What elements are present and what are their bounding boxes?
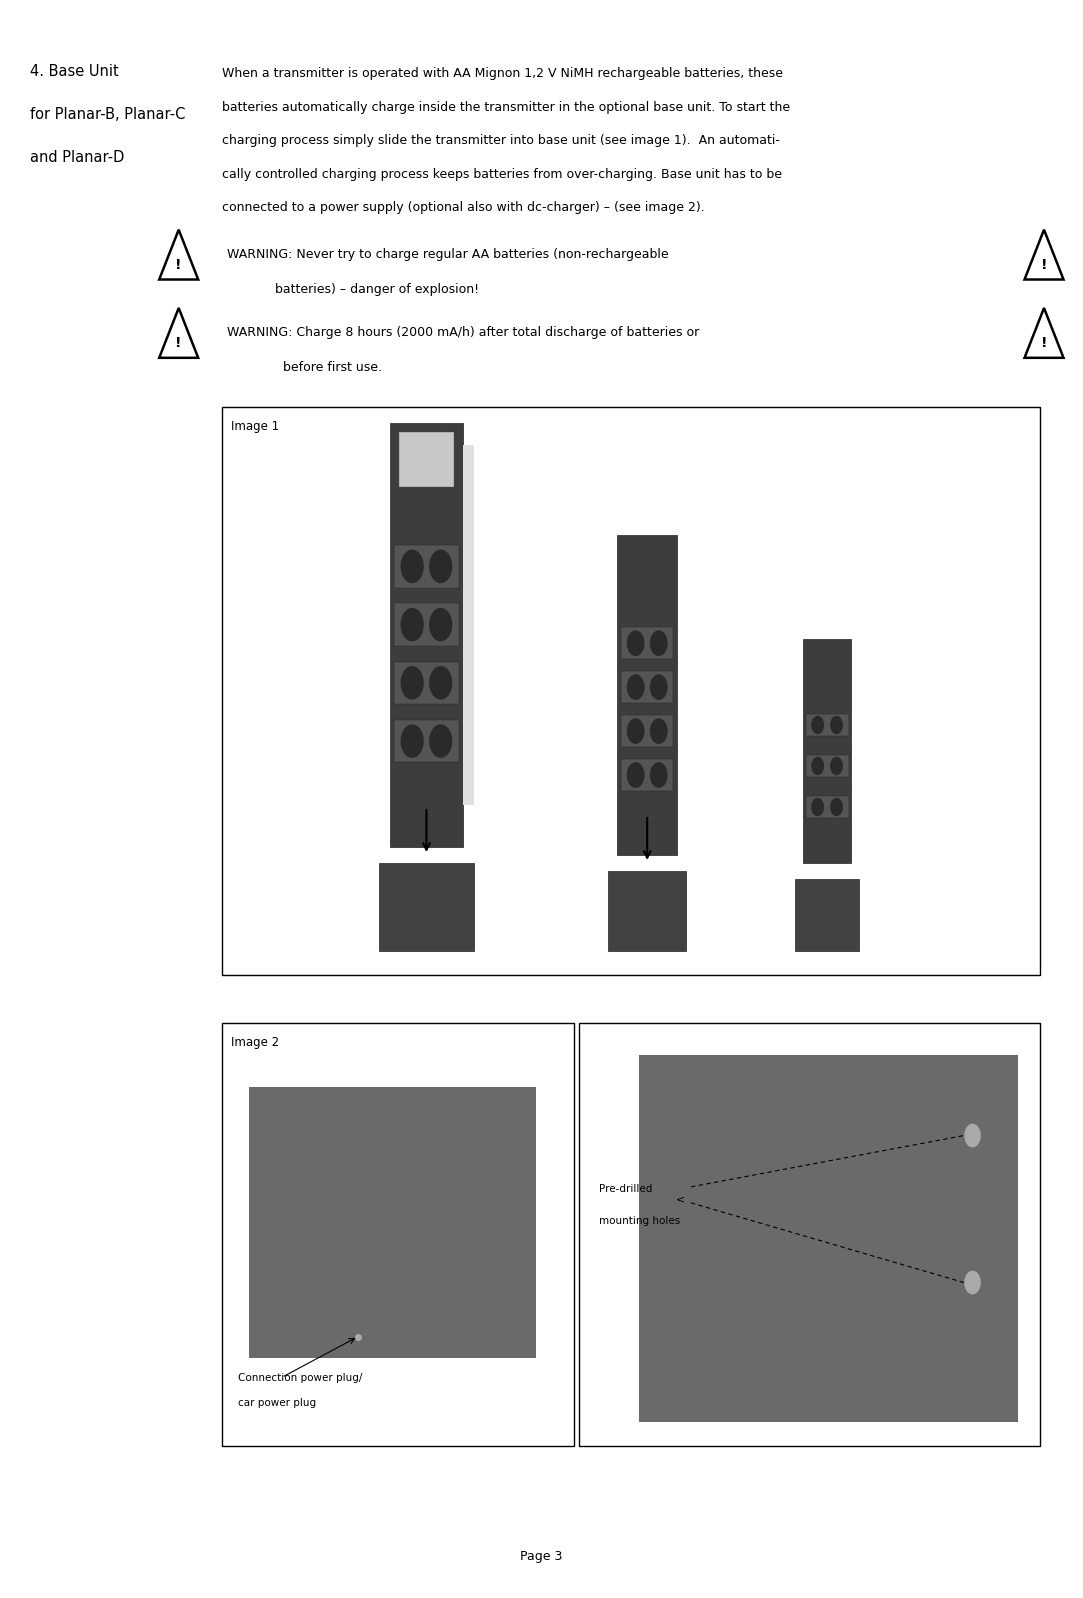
Text: car power plug: car power plug xyxy=(238,1398,316,1408)
Circle shape xyxy=(965,1125,980,1147)
Bar xyxy=(394,719,459,762)
Bar xyxy=(222,407,1040,975)
Bar xyxy=(394,604,459,646)
Circle shape xyxy=(430,550,452,583)
Bar xyxy=(806,714,849,737)
Bar xyxy=(621,759,674,791)
Bar xyxy=(621,716,674,748)
Text: 4. Base Unit: 4. Base Unit xyxy=(30,64,119,78)
Text: !: ! xyxy=(1041,336,1047,350)
Text: batteries automatically charge inside the transmitter in the optional base unit.: batteries automatically charge inside th… xyxy=(222,101,791,113)
Text: Image 2: Image 2 xyxy=(231,1036,278,1048)
Text: !: ! xyxy=(175,336,182,350)
Circle shape xyxy=(430,725,452,757)
Text: !: ! xyxy=(175,257,182,272)
Bar xyxy=(621,671,674,703)
Circle shape xyxy=(627,719,644,743)
Text: cally controlled charging process keeps batteries from over-charging. Base unit : cally controlled charging process keeps … xyxy=(222,168,782,181)
Text: Pre-drilled: Pre-drilled xyxy=(599,1184,652,1194)
Circle shape xyxy=(651,719,667,743)
Circle shape xyxy=(430,609,452,641)
Text: batteries) – danger of explosion!: batteries) – danger of explosion! xyxy=(227,283,480,296)
Bar xyxy=(249,1087,536,1358)
Bar xyxy=(803,639,851,863)
Circle shape xyxy=(812,799,823,815)
Text: <: < xyxy=(676,1195,686,1205)
Circle shape xyxy=(831,716,843,733)
Text: charging process simply slide the transmitter into base unit (see image 1).  An : charging process simply slide the transm… xyxy=(222,134,780,147)
Circle shape xyxy=(831,757,843,775)
Bar xyxy=(399,431,454,487)
Circle shape xyxy=(430,666,452,698)
Text: !: ! xyxy=(1041,257,1047,272)
Polygon shape xyxy=(1025,308,1064,358)
Bar xyxy=(390,423,464,847)
Circle shape xyxy=(627,631,644,655)
Text: Image 1: Image 1 xyxy=(231,420,278,433)
Circle shape xyxy=(831,799,843,815)
Circle shape xyxy=(402,609,423,641)
Circle shape xyxy=(965,1272,980,1294)
Bar xyxy=(806,754,849,777)
Bar xyxy=(222,1023,574,1446)
Bar xyxy=(379,863,474,951)
Text: When a transmitter is operated with AA Mignon 1,2 V NiMH rechargeable batteries,: When a transmitter is operated with AA M… xyxy=(222,67,783,80)
Circle shape xyxy=(402,550,423,583)
Bar xyxy=(621,626,674,658)
Bar xyxy=(394,545,459,588)
Text: Connection power plug/: Connection power plug/ xyxy=(238,1373,363,1382)
Circle shape xyxy=(651,674,667,700)
Bar xyxy=(464,444,474,804)
Bar xyxy=(579,1023,1040,1446)
Text: and Planar-D: and Planar-D xyxy=(30,150,125,165)
Text: WARNING: Charge 8 hours (2000 mA/h) after total discharge of batteries or: WARNING: Charge 8 hours (2000 mA/h) afte… xyxy=(227,326,700,339)
Text: WARNING: Never try to charge regular AA batteries (non-rechargeable: WARNING: Never try to charge regular AA … xyxy=(227,248,669,260)
Polygon shape xyxy=(159,308,198,358)
Circle shape xyxy=(402,725,423,757)
Bar xyxy=(639,1055,1018,1422)
Text: for Planar-B, Planar-C: for Planar-B, Planar-C xyxy=(30,107,185,121)
Polygon shape xyxy=(1025,230,1064,280)
Circle shape xyxy=(812,757,823,775)
Circle shape xyxy=(651,631,667,655)
Polygon shape xyxy=(159,230,198,280)
Text: connected to a power supply (optional also with dc-charger) – (see image 2).: connected to a power supply (optional al… xyxy=(222,201,705,214)
Circle shape xyxy=(812,716,823,733)
Circle shape xyxy=(627,762,644,788)
Circle shape xyxy=(402,666,423,698)
Bar xyxy=(806,796,849,818)
Bar xyxy=(795,879,859,951)
Text: before first use.: before first use. xyxy=(227,361,382,374)
Bar xyxy=(394,662,459,705)
Bar xyxy=(609,871,686,951)
Bar xyxy=(617,535,677,855)
Circle shape xyxy=(651,762,667,788)
Circle shape xyxy=(627,674,644,700)
Text: Page 3: Page 3 xyxy=(520,1550,563,1563)
Text: mounting holes: mounting holes xyxy=(599,1216,680,1226)
